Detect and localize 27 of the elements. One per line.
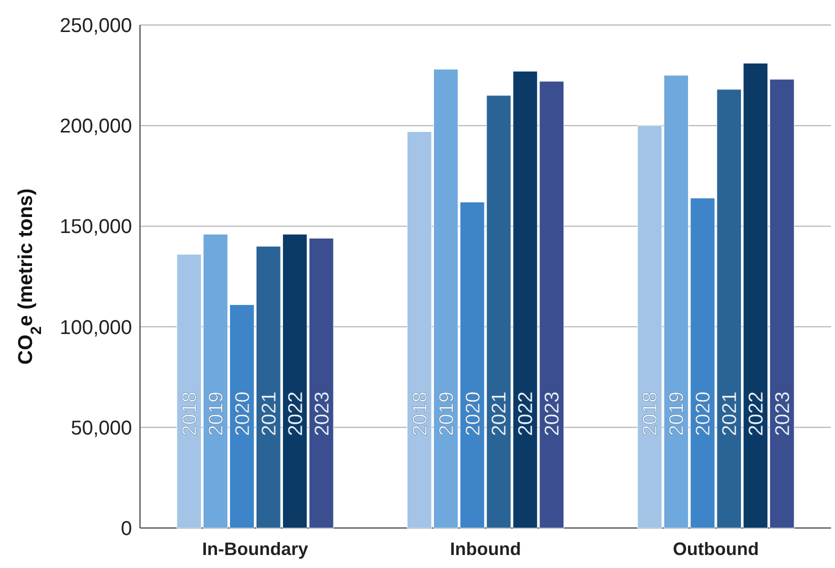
text: 2022	[284, 392, 307, 436]
text: 2018	[409, 392, 432, 436]
text: 2018	[179, 392, 202, 436]
text: 2022	[746, 392, 768, 436]
y-tick-label: 250,000	[60, 15, 132, 37]
y-tick-label: 50,000	[70, 417, 132, 440]
text: 2019	[436, 392, 458, 436]
text: 2020	[232, 392, 254, 436]
text: 2019	[666, 392, 688, 436]
series-label: 2021	[488, 392, 511, 436]
y-tick-label: 0	[120, 518, 132, 540]
series-label: 2018	[640, 392, 662, 436]
series-label: 2019	[205, 392, 228, 436]
text: 2023	[311, 392, 334, 436]
y-tick-label: 100,000	[60, 316, 132, 339]
y-tick-label: 150,000	[60, 216, 132, 238]
series-label: 2022	[515, 392, 538, 436]
x-tick-label: Outbound	[672, 539, 759, 559]
series-label: 2023	[772, 392, 794, 436]
text: 2021	[719, 392, 742, 436]
text: 2021	[258, 392, 280, 436]
x-tick-label: In-Boundary	[202, 539, 308, 559]
x-tick-label: Inbound	[450, 539, 521, 559]
text: 2020	[462, 392, 484, 436]
y-tick-label: 200,000	[60, 116, 132, 138]
series-label: 2020	[692, 392, 715, 436]
text: 2023	[542, 392, 564, 436]
